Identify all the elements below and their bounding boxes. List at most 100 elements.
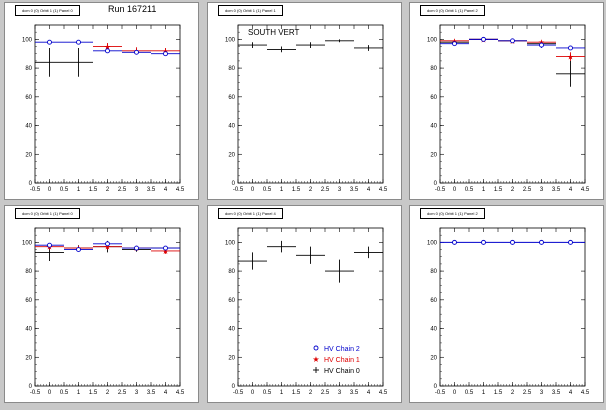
data-point-marker — [76, 247, 81, 252]
data-point-marker: ★ — [104, 243, 111, 252]
x-tick-label: 3 — [135, 390, 139, 396]
x-tick-label: 3 — [338, 187, 342, 193]
x-tick-label: 4.5 — [176, 390, 185, 396]
y-tick-label: 60 — [228, 95, 235, 101]
data-point-marker — [568, 239, 573, 245]
y-tick-label: 60 — [228, 298, 235, 304]
y-tick-label: 60 — [430, 95, 437, 101]
x-tick-label: 2 — [106, 187, 110, 193]
x-tick-label: 0 — [251, 390, 255, 396]
y-tick-label: 0 — [29, 181, 33, 187]
y-tick-label: 100 — [225, 240, 236, 246]
y-tick-label: 40 — [228, 124, 235, 130]
series-cross — [238, 39, 383, 53]
x-tick-label: 2.5 — [523, 390, 532, 396]
plot-pad-3: -0.500.511.522.533.544.5020406080100★★★★… — [409, 2, 604, 200]
plot-svg: -0.500.511.522.533.544.5020406080100★★★★… — [22, 227, 185, 396]
x-tick-label: 3 — [540, 390, 544, 396]
plot-frame — [237, 24, 384, 184]
data-point-marker — [539, 239, 544, 245]
data-point-marker — [481, 36, 486, 42]
x-tick-label: 0.5 — [60, 390, 69, 396]
plot-pad-2: -0.5 0 0.5 1 1.5 2 2.5 3 3.5 4 4.5 0 20 40 60 80 100 SOUT… — [207, 2, 402, 200]
x-tick-label: 2 — [309, 187, 313, 193]
data-point-marker — [105, 241, 110, 247]
x-tick-label: 0 — [453, 390, 457, 396]
x-tick-label: 1 — [280, 390, 284, 396]
data-point-marker — [163, 245, 168, 251]
y-tick-label: 80 — [25, 269, 32, 275]
x-tick-label: 4.5 — [176, 187, 185, 193]
x-tick-label: 0.5 — [60, 187, 69, 193]
x-tick-label: 0.5 — [465, 390, 474, 396]
plot-pad-5: -0.5 0 0.5 1 1.5 2 2.5 3 3.5 4 4.5 0 20 40 60 80 100 HV C… — [207, 205, 402, 403]
x-tick-label: 4 — [367, 390, 371, 396]
data-point-marker — [105, 48, 110, 54]
x-tick-label: -0.5 — [233, 390, 244, 396]
data-point-marker — [76, 39, 81, 45]
plot-annotation: SOUTH VERT — [248, 28, 300, 37]
data-point-marker — [452, 41, 457, 47]
y-tick-label: 60 — [25, 298, 32, 304]
x-tick-label: 2 — [511, 187, 515, 193]
pad-title: dcm 0 (0) Orbit 1 (1) Panel 1 — [218, 5, 283, 16]
y-tick-label: 80 — [228, 66, 235, 72]
x-tick-label: 4.5 — [581, 187, 590, 193]
x-tick-label: 0.5 — [263, 390, 272, 396]
y-tick-label: 20 — [228, 152, 235, 158]
x-tick-label: 3.5 — [147, 187, 156, 193]
data-point-marker — [47, 39, 52, 45]
series-open-circle — [440, 239, 585, 245]
x-tick-label: 4 — [164, 187, 168, 193]
x-tick-label: 4 — [367, 187, 371, 193]
data-point-marker — [510, 239, 515, 245]
y-tick-label: 60 — [25, 95, 32, 101]
x-tick-label: 4 — [569, 390, 573, 396]
x-tick-label: -0.5 — [233, 187, 244, 193]
data-point-marker — [452, 239, 457, 245]
legend-label: HV Chain 0 — [324, 368, 360, 375]
x-tick-label: 4.5 — [379, 390, 388, 396]
x-tick-label: -0.5 — [30, 390, 41, 396]
x-tick-label: 1.5 — [292, 187, 301, 193]
plot-frame — [439, 227, 586, 387]
series-open-circle — [35, 39, 180, 57]
x-tick-label: 4.5 — [581, 390, 590, 396]
y-tick-label: 80 — [25, 66, 32, 72]
x-tick-label: 4 — [164, 390, 168, 396]
plot-frame — [439, 24, 586, 184]
data-point-marker — [47, 242, 52, 248]
x-tick-label: 1 — [482, 187, 486, 193]
y-tick-label: 40 — [25, 124, 32, 130]
data-point-marker: ★ — [104, 43, 111, 52]
y-tick-label: 100 — [225, 37, 236, 43]
data-point-marker — [539, 42, 544, 48]
x-tick-label: 2.5 — [118, 390, 127, 396]
x-tick-label: 3.5 — [350, 390, 359, 396]
data-point-marker — [510, 38, 515, 44]
y-tick-label: 20 — [430, 152, 437, 158]
y-tick-label: 100 — [22, 37, 33, 43]
x-tick-label: 4.5 — [379, 187, 388, 193]
plot-pad-4: -0.500.511.522.533.544.5020406080100★★★★… — [4, 205, 199, 403]
x-tick-label: 2.5 — [321, 187, 330, 193]
data-point-marker — [163, 51, 168, 57]
y-tick-label: 0 — [434, 181, 438, 187]
y-tick-label: 20 — [25, 355, 32, 361]
y-tick-label: 40 — [25, 327, 32, 333]
pad-title: dcm 0 (0) Orbit 1 (1) Panel 0 — [15, 5, 80, 16]
pad-title: dcm 0 (0) Orbit 1 (1) Panel 2 — [420, 208, 485, 219]
y-tick-label: 80 — [430, 66, 437, 72]
y-tick-label: 0 — [434, 384, 438, 390]
plot-pad-6: -0.5 0 0.5 1 1.5 2 2.5 3 3.5 4 4.5 0 20 40 60 80 100 dcm … — [409, 205, 604, 403]
x-tick-label: -0.5 — [435, 390, 446, 396]
series-cross — [35, 47, 93, 77]
x-tick-label: 4 — [569, 187, 573, 193]
plot-pad-1: -0.500.511.522.533.544.5020406080100★★★d… — [4, 2, 199, 200]
y-tick-label: 100 — [427, 240, 438, 246]
plot-svg: -0.500.511.522.533.544.5020406080100★★★★… — [427, 24, 590, 193]
x-tick-label: 2.5 — [321, 390, 330, 396]
data-point-marker — [134, 245, 139, 251]
data-point-marker — [568, 45, 573, 51]
